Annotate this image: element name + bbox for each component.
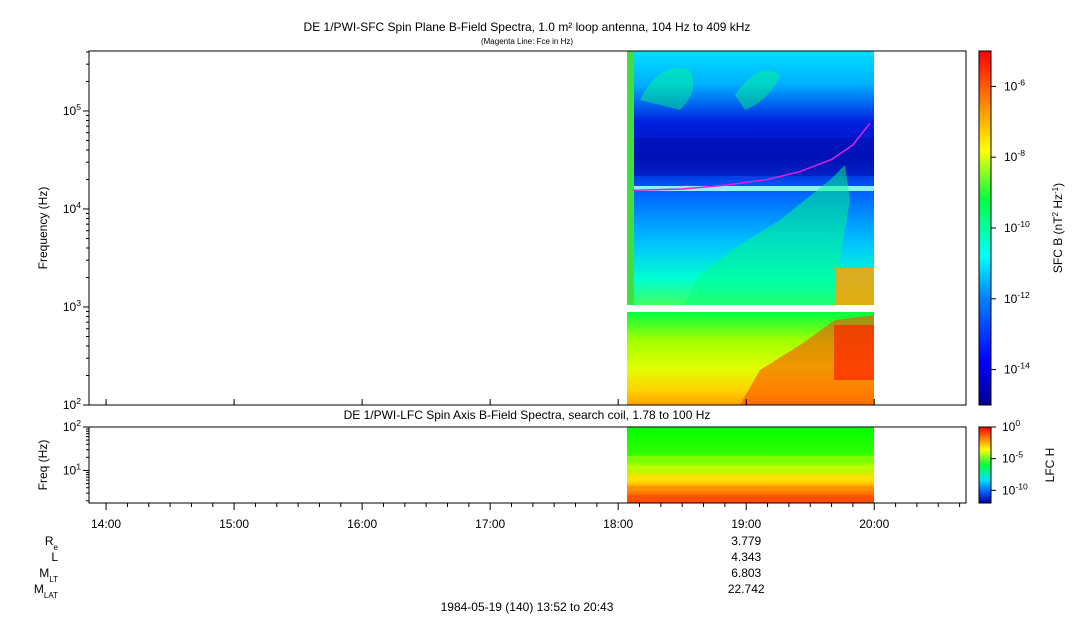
lfc-band-2 xyxy=(627,466,874,469)
lfc-plot-frame xyxy=(88,426,967,504)
sfc-intense-region xyxy=(835,268,874,305)
ephemeris-value: 22.742 xyxy=(728,582,765,596)
ephemeris-table: Re 3.779 L 4.343 MLT 6.803 MLAT 22.742 xyxy=(34,534,765,600)
lfc-band-5 xyxy=(627,495,874,500)
sfc-y-tick-label: 104 xyxy=(63,200,81,216)
fce-line xyxy=(633,122,871,192)
sfc-title: DE 1/PWI-SFC Spin Plane B-Field Spectra,… xyxy=(304,20,751,34)
x-tick-label: 16:00 xyxy=(347,517,377,531)
sfc-cbar-label-sup2: -1 xyxy=(1051,186,1060,194)
lfc-colorbar-tick-label: 10-5 xyxy=(1002,450,1023,466)
ephemeris-value: 6.803 xyxy=(731,566,761,580)
lfc-y-tick-label: 102 xyxy=(63,418,81,434)
sfc-edge-strip xyxy=(627,51,634,305)
lfc-y-label: Freq (Hz) xyxy=(36,440,50,491)
x-tick-label: 14:00 xyxy=(91,517,121,531)
ephemeris-label: MLAT xyxy=(34,582,58,600)
sfc-hotspot xyxy=(834,325,874,380)
sfc-colorbar-tick-label: 10-6 xyxy=(1004,77,1025,93)
lfc-band-3 xyxy=(627,476,874,480)
sfc-subtitle: (Magenta Line: Fce in Hz) xyxy=(481,37,573,46)
sfc-y-tick-label: 102 xyxy=(63,396,81,412)
lfc-colorbar: 100 10-5 10-10 LFC H xyxy=(978,418,1057,504)
sfc-upper-emission xyxy=(640,68,780,110)
sfc-cbar-label-sup1: 2 xyxy=(1051,211,1060,216)
sfc-emission-band xyxy=(634,186,874,191)
sfc-heatmap xyxy=(627,51,874,405)
ephemeris-value: 3.779 xyxy=(731,534,761,548)
sfc-colorbar-tick-label: 10-14 xyxy=(1004,361,1030,377)
lfc-y-tick-label: 101 xyxy=(63,461,81,477)
sfc-colorbar-tick-label: 10-8 xyxy=(1004,148,1025,164)
sfc-colorbar: 10-6 10-8 10-10 10-12 10-14 SFC B (nT2 Hz-1) xyxy=(978,50,1066,406)
sfc-cbar-label-mid: Hz xyxy=(1051,194,1065,212)
lfc-panel: 101 102 Freq (Hz) xyxy=(36,418,967,504)
sfc-colorbar-label: SFC B (nT2 Hz-1) xyxy=(1051,183,1066,273)
sfc-panel: 102 103 104 105 Frequency (Hz) xyxy=(36,50,967,412)
x-tick-label: 19:00 xyxy=(731,517,761,531)
x-tick-label: 15:00 xyxy=(219,517,249,531)
lfc-heatmap xyxy=(627,427,874,503)
lfc-title: DE 1/PWI-LFC Spin Axis B-Field Spectra, … xyxy=(344,408,711,422)
ephemeris-value: 4.343 xyxy=(731,550,761,564)
lfc-fill xyxy=(627,427,874,503)
lfc-colorbar-gradient xyxy=(978,426,992,504)
sfc-colorbar-gradient xyxy=(978,50,992,406)
time-range-footer: 1984-05-19 (140) 13:52 to 20:43 xyxy=(441,600,614,614)
sfc-colorbar-tick-label: 10-12 xyxy=(1004,290,1030,306)
x-tick-label: 18:00 xyxy=(603,517,633,531)
sfc-cbar-label-main: SFC B (nT xyxy=(1051,216,1065,273)
sfc-dark-band xyxy=(634,138,874,176)
sfc-y-label: Frequency (Hz) xyxy=(36,187,50,270)
lfc-colorbar-tick-label: 10-10 xyxy=(1002,481,1028,497)
sfc-chorus-feature xyxy=(684,165,850,305)
lfc-y-ticks: 101 102 xyxy=(63,418,89,502)
sfc-cbar-label-end: ) xyxy=(1051,183,1065,187)
ephemeris-label: L xyxy=(51,550,58,564)
sfc-colorbar-tick-label: 10-10 xyxy=(1004,219,1030,235)
ephemeris-label: Re xyxy=(45,534,59,552)
sfc-plot-frame xyxy=(88,50,967,406)
ephemeris-label: MLT xyxy=(39,566,58,584)
x-tick-label: 17:00 xyxy=(475,517,505,531)
sfc-y-ticks: 102 103 104 105 xyxy=(63,51,89,412)
sfc-colorbar-ticks: 10-6 10-8 10-10 10-12 10-14 xyxy=(991,77,1030,377)
sfc-y-tick-label: 105 xyxy=(63,102,81,118)
lfc-band-1 xyxy=(627,456,874,460)
sfc-y-tick-label: 103 xyxy=(63,298,81,314)
lfc-colorbar-label: LFC H xyxy=(1043,448,1057,483)
lfc-colorbar-ticks: 100 10-5 10-10 xyxy=(991,418,1028,497)
x-tick-label: 20:00 xyxy=(859,517,889,531)
x-axis: 14:00 15:00 16:00 17:00 18:00 19:00 20:00 xyxy=(91,399,961,531)
lfc-band-4 xyxy=(627,486,874,490)
lfc-colorbar-tick-label: 100 xyxy=(1002,418,1020,434)
